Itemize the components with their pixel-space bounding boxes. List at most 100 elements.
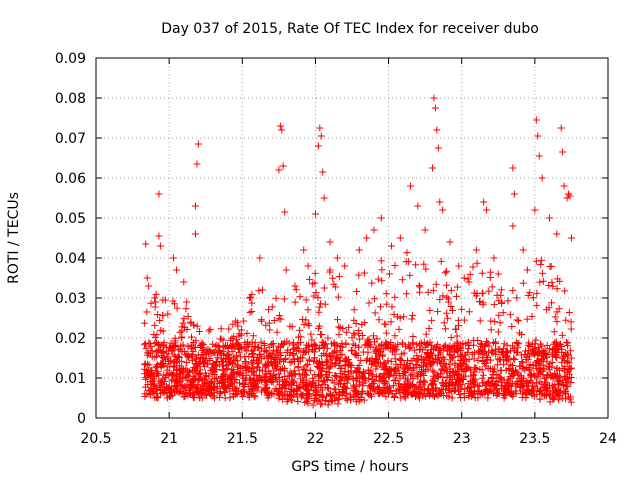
data-point: [368, 371, 376, 379]
data-point: [487, 317, 495, 325]
data-point: [454, 382, 462, 390]
data-point: [151, 333, 159, 341]
data-point: [378, 277, 386, 285]
data-point: [445, 389, 453, 397]
data-point: [562, 383, 570, 391]
x-tick-label: 21: [160, 431, 178, 447]
data-point: [330, 385, 338, 393]
data-point: [475, 347, 483, 355]
data-point: [543, 342, 551, 350]
data-point: [347, 396, 355, 404]
data-point: [426, 390, 434, 398]
data-point: [335, 330, 343, 338]
data-point: [553, 365, 561, 373]
data-point: [342, 395, 350, 403]
data-point: [170, 254, 178, 262]
data-point: [279, 162, 287, 170]
data-point: [281, 208, 289, 216]
data-point: [141, 341, 149, 349]
data-point: [206, 354, 214, 362]
data-point: [230, 333, 238, 341]
data-point: [373, 362, 381, 370]
data-point: [419, 381, 427, 389]
data-point: [534, 132, 542, 140]
data-point: [518, 330, 526, 338]
data-point: [347, 370, 355, 378]
data-point: [395, 325, 403, 333]
data-points: [140, 94, 575, 409]
data-point: [478, 289, 486, 297]
data-point: [194, 351, 202, 359]
y-tick-label: 0.06: [55, 171, 86, 187]
data-point: [212, 374, 220, 382]
data-point: [327, 363, 335, 371]
data-point: [335, 272, 343, 280]
data-point: [351, 331, 359, 339]
data-point: [545, 282, 553, 290]
data-point: [318, 338, 326, 346]
data-point: [275, 390, 283, 398]
data-point: [333, 254, 341, 262]
data-point: [341, 361, 349, 369]
data-point: [439, 373, 447, 381]
data-point: [151, 380, 159, 388]
data-point: [462, 357, 470, 365]
data-point: [567, 373, 575, 381]
data-point: [222, 385, 230, 393]
data-point: [305, 390, 313, 398]
data-point: [536, 340, 544, 348]
data-point: [533, 365, 541, 373]
data-point: [348, 346, 356, 354]
data-point: [184, 342, 192, 350]
data-point: [469, 263, 477, 271]
data-point: [386, 383, 394, 391]
data-point: [539, 277, 547, 285]
data-point: [324, 334, 332, 342]
data-point: [428, 164, 436, 172]
data-point: [163, 350, 171, 358]
data-point: [151, 353, 159, 361]
data-point: [524, 356, 532, 364]
data-point: [233, 336, 241, 344]
data-point: [157, 361, 165, 369]
data-point: [271, 354, 279, 362]
data-point: [452, 346, 460, 354]
data-point: [173, 304, 181, 312]
data-point: [533, 301, 541, 309]
data-point: [364, 348, 372, 356]
data-point: [422, 330, 430, 338]
data-point: [444, 295, 452, 303]
data-point: [474, 382, 482, 390]
data-point: [170, 385, 178, 393]
data-point: [226, 381, 234, 389]
data-point: [460, 372, 468, 380]
data-point: [365, 299, 373, 307]
data-point: [229, 320, 237, 328]
data-point: [179, 319, 187, 327]
data-point: [385, 270, 393, 278]
data-point: [537, 364, 545, 372]
data-point: [447, 334, 455, 342]
data-point: [159, 386, 167, 394]
data-point: [421, 356, 429, 364]
data-point: [241, 345, 249, 353]
data-point: [317, 391, 325, 399]
data-point: [437, 257, 445, 265]
data-point: [232, 317, 240, 325]
data-point: [475, 382, 483, 390]
data-point: [523, 390, 531, 398]
data-point: [482, 362, 490, 370]
data-point: [159, 375, 167, 383]
data-point: [390, 394, 398, 402]
data-point: [265, 306, 273, 314]
data-point: [295, 370, 303, 378]
data-point: [367, 343, 375, 351]
data-point: [489, 375, 497, 383]
data-point: [331, 385, 339, 393]
data-point: [533, 289, 541, 297]
data-point: [479, 357, 487, 365]
data-point: [449, 306, 457, 314]
data-point: [345, 323, 353, 331]
data-point: [354, 391, 362, 399]
data-point: [271, 385, 279, 393]
